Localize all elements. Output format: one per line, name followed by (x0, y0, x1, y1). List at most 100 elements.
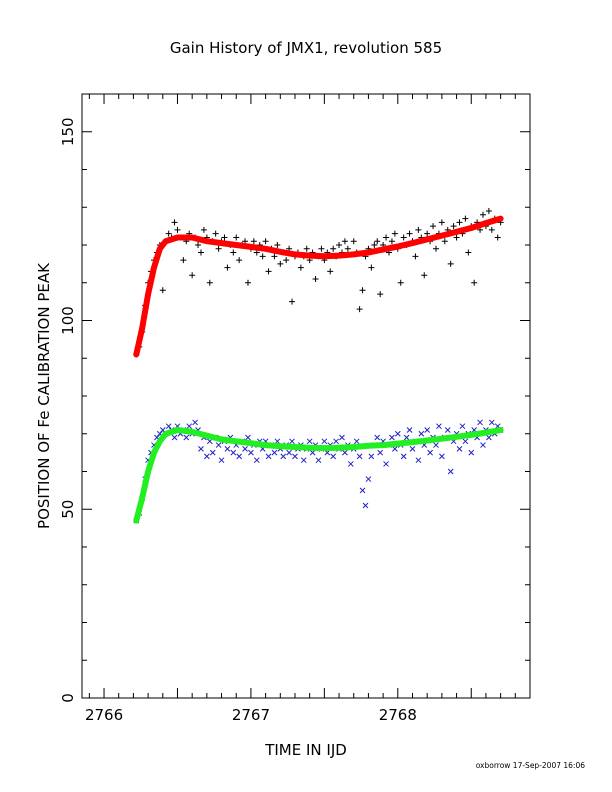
data-point (248, 449, 254, 456)
data-point (159, 287, 166, 294)
data-point (418, 430, 425, 437)
data-point (447, 468, 454, 475)
data-point (344, 245, 351, 252)
data-point (488, 419, 495, 426)
data-point (400, 453, 407, 460)
data-point (377, 291, 384, 298)
plot-frame (81, 93, 531, 699)
data-point (206, 279, 213, 286)
data-point (262, 238, 269, 245)
data-point (242, 445, 248, 452)
data-point (171, 219, 178, 226)
data-point (341, 238, 348, 245)
data-point (477, 419, 483, 426)
data-point (224, 445, 231, 452)
fit-curve (133, 427, 504, 524)
data-point (215, 245, 222, 252)
data-point (450, 223, 457, 230)
data-point (479, 211, 486, 218)
data-point (415, 457, 422, 464)
data-point (321, 438, 328, 445)
data-point (209, 449, 216, 456)
data-point (186, 423, 193, 430)
data-point (388, 238, 395, 245)
data-point (383, 234, 390, 241)
data-point (456, 445, 463, 452)
data-point (283, 257, 290, 264)
data-point (189, 272, 196, 279)
chart-title: Gain History of JMX1, revolution 585 (170, 39, 442, 57)
data-point (292, 453, 298, 460)
data-point (430, 223, 437, 230)
data-point (265, 453, 272, 460)
data-point (377, 449, 384, 456)
data-point (192, 419, 198, 426)
data-point (392, 445, 398, 452)
series-0 (133, 208, 504, 358)
data-point (224, 264, 231, 271)
data-point (436, 423, 442, 430)
data-point (315, 457, 322, 464)
data-point (330, 453, 337, 460)
data-point (330, 245, 337, 252)
data-point (212, 230, 219, 237)
data-point (368, 264, 375, 271)
data-point (312, 275, 319, 282)
data-point (327, 268, 334, 275)
data-point (230, 249, 237, 256)
fit-curve (133, 215, 504, 358)
data-point (362, 502, 369, 509)
data-point (347, 461, 354, 467)
y-tick-label: 100 (59, 306, 77, 335)
x-tick-label: 2767 (232, 706, 270, 724)
data-point (236, 453, 243, 460)
series-2 (133, 215, 504, 358)
data-point (391, 230, 398, 237)
data-point (374, 434, 381, 441)
data-point (471, 279, 478, 286)
data-point (250, 238, 257, 245)
plot-area (133, 208, 504, 524)
data-point (197, 249, 204, 256)
data-point (462, 438, 469, 445)
data-point (400, 234, 407, 241)
data-point (397, 279, 404, 286)
data-point (259, 253, 266, 260)
data-point (289, 298, 296, 305)
data-point (462, 215, 469, 222)
data-point (424, 230, 431, 237)
x-tick-label: 2768 (379, 706, 417, 724)
data-point (230, 449, 237, 456)
series-3 (133, 427, 504, 524)
data-point (359, 287, 366, 294)
data-point (459, 423, 466, 430)
data-point (233, 234, 240, 241)
data-point (274, 242, 281, 248)
data-point (444, 427, 451, 433)
data-point (286, 449, 292, 456)
data-point (165, 423, 172, 430)
data-point (297, 264, 304, 271)
data-point (265, 268, 272, 275)
footer-stamp: oxborrow 17-Sep-2007 16:06 (476, 761, 586, 770)
data-point (494, 234, 501, 241)
x-axis-label: TIME IN IJD (264, 741, 347, 759)
data-point (356, 306, 363, 313)
data-point (195, 242, 202, 248)
data-point (394, 430, 401, 437)
data-point (453, 234, 460, 241)
y-tick-label: 150 (59, 117, 77, 146)
data-point (200, 226, 207, 233)
data-point (485, 208, 492, 215)
data-point (403, 434, 410, 441)
data-point (253, 457, 260, 464)
data-point (456, 219, 463, 226)
data-point (389, 434, 395, 441)
data-point (439, 453, 445, 460)
data-point (433, 442, 439, 448)
data-point (353, 438, 360, 445)
data-point (412, 253, 419, 260)
y-axis-label: POSITION OF Fe CALIBRATION PEAK (35, 262, 53, 529)
data-point (432, 245, 439, 252)
